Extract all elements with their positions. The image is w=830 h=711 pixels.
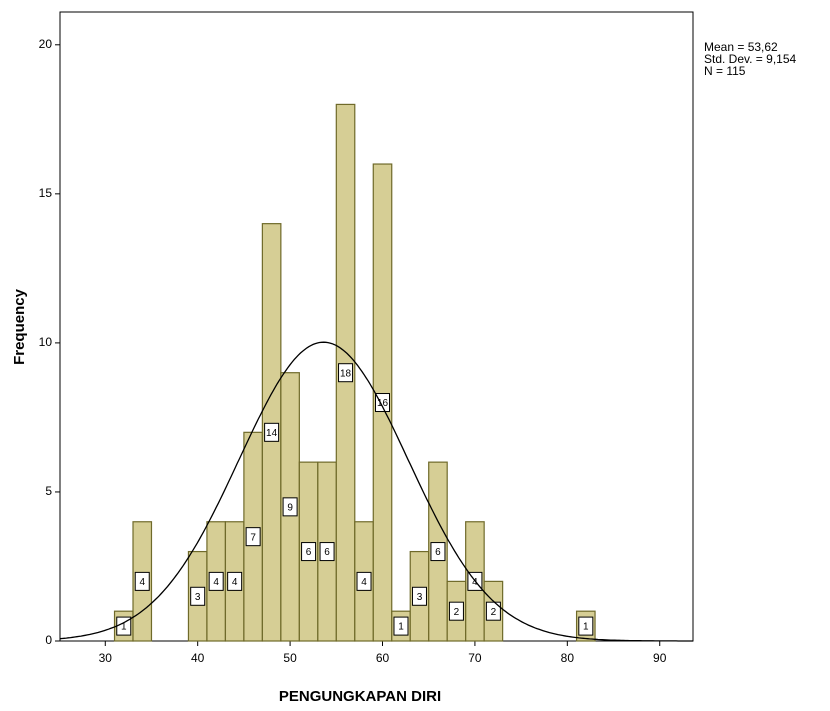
y-tick-label: 10 [39, 335, 53, 349]
data-label: 18 [340, 368, 352, 379]
x-tick-label: 40 [191, 651, 205, 665]
data-label: 14 [266, 428, 278, 439]
data-label: 2 [491, 607, 497, 618]
y-tick-label: 0 [45, 633, 52, 647]
y-tick-label: 15 [39, 186, 53, 200]
data-label: 4 [361, 577, 367, 588]
data-label: 9 [287, 502, 293, 513]
data-label: 4 [139, 577, 145, 588]
y-tick-label: 5 [45, 484, 52, 498]
x-tick-label: 80 [561, 651, 575, 665]
x-tick-label: 50 [283, 651, 297, 665]
data-label: 1 [398, 622, 404, 633]
data-label: 2 [454, 607, 460, 618]
y-tick-label: 20 [39, 37, 53, 51]
y-axis-title: Frequency [11, 288, 28, 365]
x-axis-title: PENGUNGKAPAN DIRI [279, 688, 441, 705]
x-tick-label: 70 [468, 651, 482, 665]
page: {"chart_data": { "type": "histogram", "x… [0, 0, 830, 711]
x-tick-label: 90 [653, 651, 667, 665]
data-label: 4 [232, 577, 238, 588]
x-tick-label: 60 [376, 651, 390, 665]
x-tick-label: 30 [99, 651, 113, 665]
data-label: 4 [213, 577, 219, 588]
data-label: 7 [250, 532, 256, 543]
data-label: 6 [324, 547, 330, 558]
data-label: 1 [583, 622, 589, 633]
data-label: 3 [417, 592, 423, 603]
data-label: 6 [435, 547, 441, 558]
stat-label: N = 115 [704, 64, 746, 78]
data-label: 6 [306, 547, 312, 558]
data-label: 3 [195, 592, 201, 603]
chart: PENGUNGKAPAN DIRI Frequency 0 5 10 15 20 30 40… [0, 0, 830, 711]
